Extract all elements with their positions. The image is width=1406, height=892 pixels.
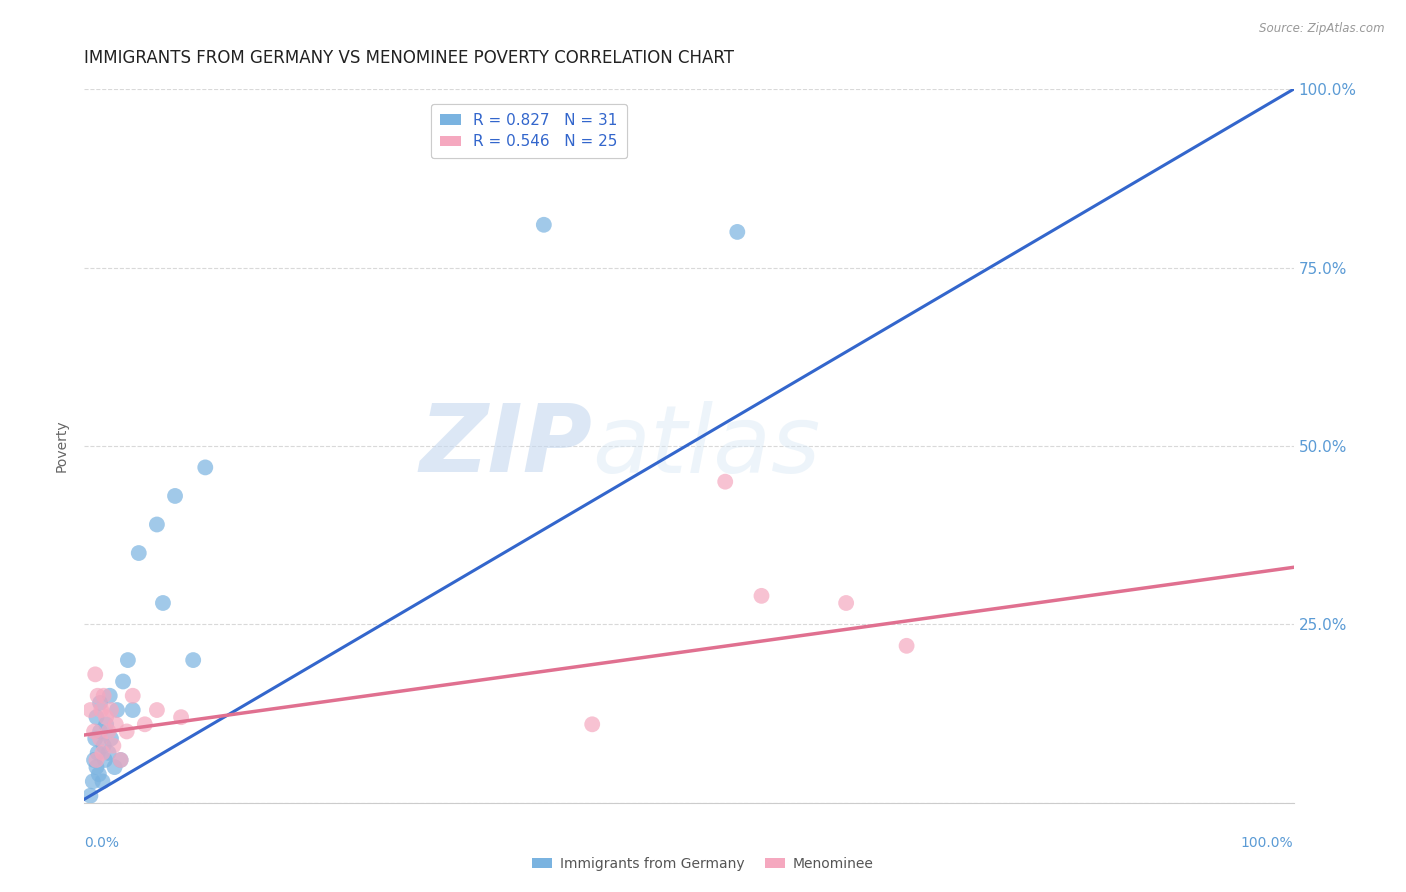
Point <box>103 739 125 753</box>
Point <box>112 674 135 689</box>
Point <box>152 596 174 610</box>
Point <box>100 731 122 746</box>
Point <box>117 653 139 667</box>
Point <box>86 760 108 774</box>
Point <box>134 717 156 731</box>
Point <box>93 739 115 753</box>
Point <box>110 753 132 767</box>
Text: IMMIGRANTS FROM GERMANY VS MENOMINEE POVERTY CORRELATION CHART: IMMIGRANTS FROM GERMANY VS MENOMINEE POV… <box>84 49 734 67</box>
Point <box>121 703 143 717</box>
Point <box>97 724 120 739</box>
Point <box>121 689 143 703</box>
Text: 0.0%: 0.0% <box>84 836 120 850</box>
Point <box>83 753 105 767</box>
Point <box>79 789 101 803</box>
Point <box>82 774 104 789</box>
Point <box>100 703 122 717</box>
Point <box>93 689 115 703</box>
Point <box>146 703 169 717</box>
Text: ZIP: ZIP <box>419 400 592 492</box>
Point <box>89 696 111 710</box>
Point <box>98 689 121 703</box>
Point <box>194 460 217 475</box>
Point <box>714 475 737 489</box>
Point <box>94 717 117 731</box>
Point <box>110 753 132 767</box>
Point <box>86 746 108 760</box>
Point <box>86 753 108 767</box>
Point <box>89 731 111 746</box>
Point <box>86 710 108 724</box>
Point <box>79 703 101 717</box>
Point <box>84 667 107 681</box>
Point <box>84 731 107 746</box>
Point <box>181 653 204 667</box>
Point <box>97 746 120 760</box>
Point <box>128 546 150 560</box>
Point <box>533 218 555 232</box>
Point <box>94 753 117 767</box>
Point <box>86 689 108 703</box>
Point <box>725 225 748 239</box>
Point <box>835 596 858 610</box>
Point <box>91 774 114 789</box>
Legend: Immigrants from Germany, Menominee: Immigrants from Germany, Menominee <box>526 851 880 876</box>
Text: atlas: atlas <box>592 401 821 491</box>
Text: 100.0%: 100.0% <box>1241 836 1294 850</box>
Point <box>115 724 138 739</box>
Point <box>104 760 127 774</box>
Text: Source: ZipAtlas.com: Source: ZipAtlas.com <box>1260 22 1385 36</box>
Point <box>89 724 111 739</box>
Point <box>896 639 918 653</box>
Point <box>87 767 110 781</box>
Point <box>94 710 117 724</box>
Point <box>165 489 187 503</box>
Point <box>751 589 773 603</box>
Point <box>104 717 127 731</box>
Point <box>105 703 128 717</box>
Y-axis label: Poverty: Poverty <box>55 420 69 472</box>
Point <box>91 746 114 760</box>
Point <box>146 517 169 532</box>
Point <box>83 724 105 739</box>
Point <box>90 703 112 717</box>
Point <box>581 717 603 731</box>
Legend: R = 0.827   N = 31, R = 0.546   N = 25: R = 0.827 N = 31, R = 0.546 N = 25 <box>430 104 627 159</box>
Point <box>170 710 193 724</box>
